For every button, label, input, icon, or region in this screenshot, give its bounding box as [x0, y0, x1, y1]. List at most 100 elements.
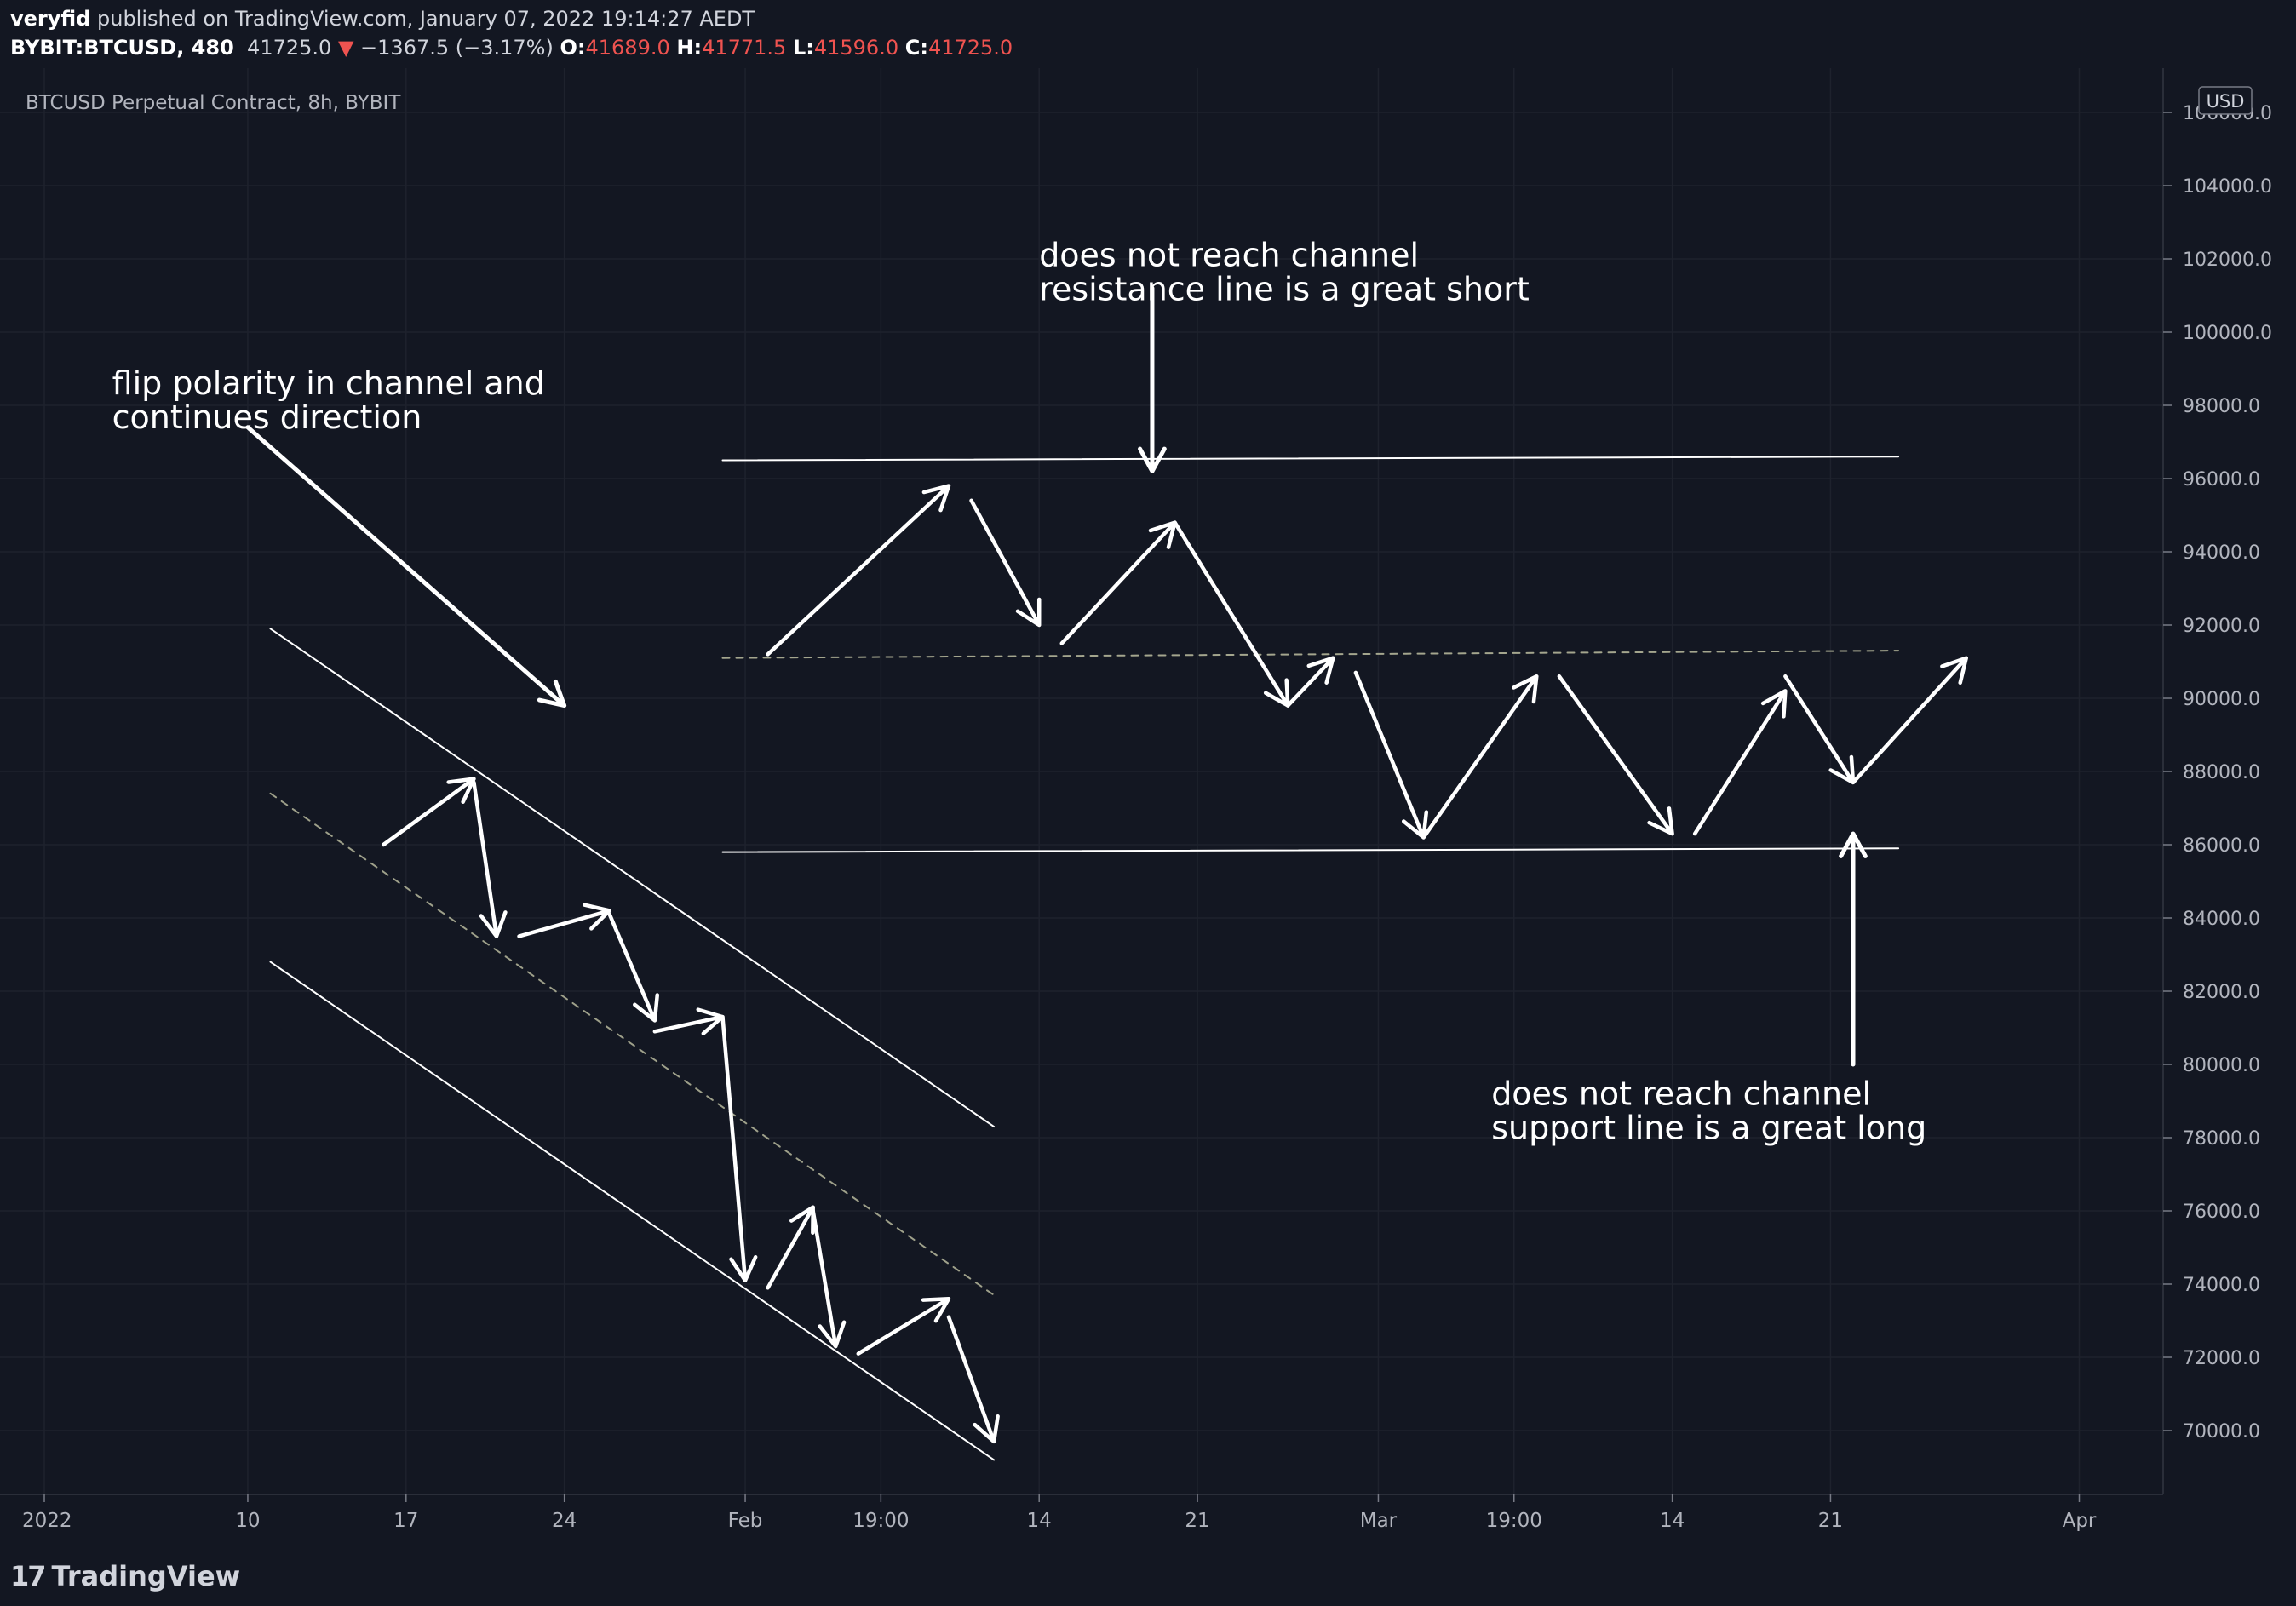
pointer-arrow-path [1138, 285, 1167, 473]
range-swing-arrow-path [1692, 689, 1788, 836]
desc-swing-arrow-path [472, 780, 508, 938]
range-swing-arrow[interactable] [1557, 674, 1674, 836]
desc-swing-arrow[interactable] [720, 1014, 758, 1282]
time-tick-label: Feb [728, 1510, 763, 1532]
author-name[interactable]: veryfid [10, 7, 91, 31]
desc-channel-lower[interactable] [269, 961, 996, 1461]
price-tick-label: 74000.0 [2183, 1275, 2260, 1296]
time-tick-label: 19:00 [852, 1510, 909, 1532]
time-axis[interactable]: 2022 10 17 24 Feb 19:00 14 21 Mar 19:00 14 21 Apr [0, 1494, 2163, 1532]
chart-drawings [245, 285, 1968, 1461]
price-tick-label: 78000.0 [2183, 1128, 2260, 1150]
currency-label-text: USD [2207, 91, 2245, 112]
symbol-label[interactable]: BYBIT:BTCUSD, 480 [10, 36, 234, 60]
annotation-line: resistance line is a great short [1039, 271, 1530, 308]
price-axis[interactable]: 70000.0 72000.0 74000.0 76000.0 78000.0 80000… [2162, 68, 2272, 1494]
price-tick-label: 100000.0 [2183, 323, 2272, 344]
price-tick-label: 84000.0 [2183, 909, 2260, 930]
low-label: L: [792, 36, 814, 60]
range-swing-arrow[interactable] [1421, 674, 1539, 840]
currency-label[interactable]: USD [2198, 86, 2253, 115]
range-swing-arrow[interactable] [766, 484, 951, 657]
time-tick-label: Mar [1360, 1510, 1398, 1532]
time-tick-label: 14 [1027, 1510, 1052, 1532]
open-label: O: [560, 36, 586, 60]
annotation-a3[interactable]: does not reach channel support line is a … [1491, 1075, 1926, 1146]
range-swing-arrow[interactable] [1173, 520, 1290, 708]
annotation-a2[interactable]: does not reach channel resistance line is… [1039, 237, 1530, 308]
chart-annotations: flip polarity in channel and continues di… [112, 237, 1927, 1147]
desc-swing-arrow[interactable] [472, 780, 508, 938]
price-tick-label: 80000.0 [2183, 1055, 2260, 1076]
annotation-line: flip polarity in channel and [112, 364, 545, 402]
chart-grid [0, 68, 2163, 1494]
annotation-line: does not reach channel [1491, 1075, 1871, 1112]
ohlc-line: BYBIT:BTCUSD, 480 41725.0 ▼ −1367.5 (−3.… [10, 36, 1013, 60]
time-tick-label: 19:00 [1486, 1510, 1542, 1532]
desc-swing-arrow[interactable] [382, 777, 476, 847]
annotation-line: support line is a great long [1491, 1109, 1926, 1146]
range-swing-arrow[interactable] [1851, 656, 1968, 785]
price-tick-label: 98000.0 [2183, 396, 2260, 417]
range-swing-arrow-path [1353, 670, 1429, 840]
desc-swing-arrow-path [946, 1315, 1000, 1444]
low-value: 41596.0 [813, 36, 899, 60]
footer [0, 1545, 2296, 1606]
desc-swing-arrow[interactable] [946, 1315, 1000, 1444]
desc-swing-arrow[interactable] [766, 1205, 815, 1290]
desc-swing-arrow-path [607, 912, 660, 1023]
desc-swing-arrow-path [811, 1208, 847, 1349]
high-value: 41771.5 [702, 36, 787, 60]
range-swing-arrow[interactable] [1783, 674, 1856, 785]
pointer-arrow[interactable] [1138, 285, 1167, 473]
desc-swing-arrow[interactable] [856, 1296, 951, 1356]
desc-swing-arrow[interactable] [811, 1208, 847, 1349]
annotation-line: continues direction [112, 399, 422, 436]
published-line: veryfid published on TradingView.com, Ja… [10, 7, 755, 31]
desc-channel-upper[interactable] [269, 628, 996, 1128]
annotation-a1[interactable]: flip polarity in channel and continues di… [112, 364, 545, 436]
pointer-arrow[interactable] [1839, 831, 1868, 1067]
range-swing-arrow-path [1286, 656, 1335, 708]
price-tick-label: 82000.0 [2183, 982, 2260, 1003]
desc-swing-arrow[interactable] [517, 903, 611, 938]
desc-swing-arrow-path [517, 903, 611, 938]
range-swing-arrow-path [1421, 674, 1539, 840]
pointer-arrow-path [1839, 831, 1868, 1067]
range-swing-arrow-path [1851, 656, 1968, 785]
desc-channel-middle[interactable] [269, 792, 996, 1296]
time-tick-label: Apr [2063, 1510, 2097, 1532]
chart-title: BTCUSD Perpetual Contract, 8h, BYBIT [26, 92, 401, 114]
range-swing-arrow[interactable] [969, 498, 1042, 628]
range-swing-arrow[interactable] [1286, 656, 1335, 708]
price-tick-label: 96000.0 [2183, 469, 2260, 490]
price-tick-label: 104000.0 [2183, 176, 2272, 198]
price-change: −1367.5 (−3.17%) [360, 36, 554, 60]
time-tick-label: 14 [1660, 1510, 1685, 1532]
change-down-icon: ▼ [337, 36, 354, 60]
range-swing-arrow-path [1557, 674, 1674, 836]
time-tick-label: 17 [393, 1510, 418, 1532]
publication-header: veryfid published on TradingView.com, Ja… [0, 0, 2296, 63]
range-midline[interactable] [721, 650, 1900, 659]
published-text: published on TradingView.com, January 07… [90, 7, 755, 31]
range-swing-arrow[interactable] [1692, 689, 1788, 836]
range-swing-arrow[interactable] [1353, 670, 1429, 840]
desc-swing-arrow[interactable] [607, 912, 660, 1023]
desc-swing-arrow-path [720, 1014, 758, 1282]
time-tick-label: 24 [552, 1510, 577, 1532]
desc-swing-arrow-path [652, 1007, 725, 1035]
pointer-arrow[interactable] [245, 425, 567, 708]
last-price: 41725.0 [247, 36, 332, 60]
price-tick-label: 70000.0 [2183, 1421, 2260, 1443]
desc-swing-arrow-path [856, 1296, 951, 1356]
range-support-line[interactable] [721, 847, 1900, 853]
range-resistance-line[interactable] [721, 456, 1900, 462]
tradingview-logo[interactable]: 17 TradingView [10, 1560, 240, 1592]
price-tick-label: 94000.0 [2183, 542, 2260, 564]
desc-swing-arrow[interactable] [652, 1007, 725, 1035]
tradingview-logo-text: TradingView [51, 1560, 241, 1592]
range-swing-arrow-path [1783, 674, 1856, 785]
time-tick-label: 21 [1185, 1510, 1209, 1532]
